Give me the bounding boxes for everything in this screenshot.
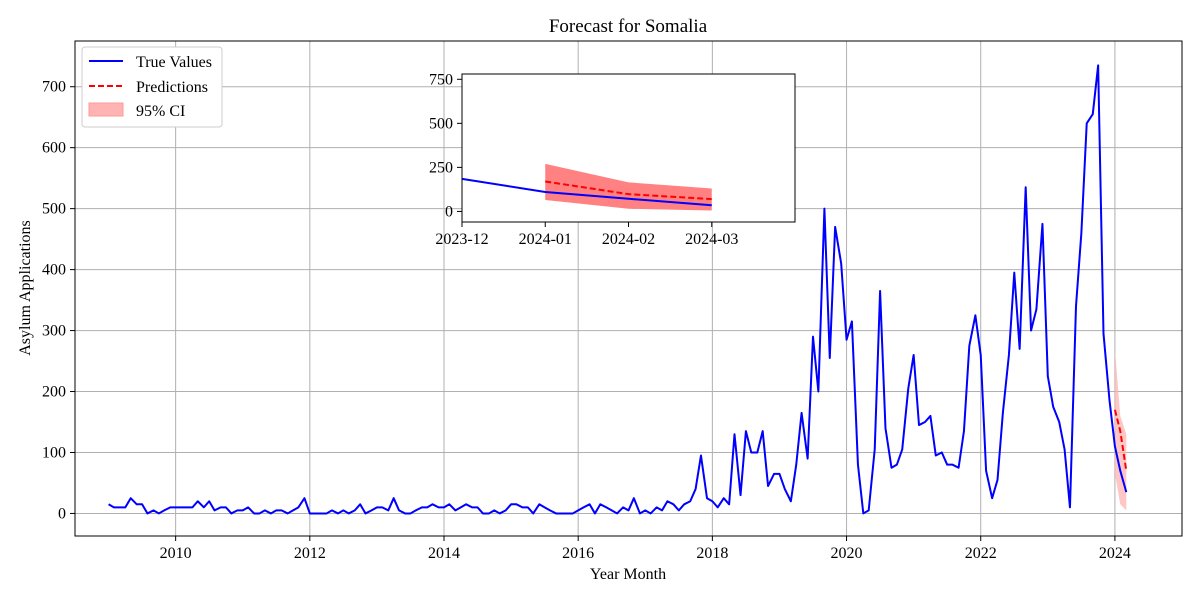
y-tick-label: 500 xyxy=(42,201,66,218)
x-tick-label: 2020 xyxy=(831,545,863,562)
true-values-line xyxy=(108,64,1128,515)
inset-y-tick-label: 500 xyxy=(429,115,453,132)
predictions-line xyxy=(1113,409,1128,471)
y-tick-label: 200 xyxy=(42,384,66,401)
inset-true-values-line xyxy=(461,177,712,207)
x-tick-label: 2022 xyxy=(965,545,997,562)
x-tick-label: 2014 xyxy=(428,545,460,562)
inset-x-tick-label: 2023-12 xyxy=(435,231,488,248)
inset-y-tick-label: 750 xyxy=(429,71,453,88)
x-tick-label: 2018 xyxy=(696,545,728,562)
y-tick-label: 100 xyxy=(42,444,66,461)
y-tick-label: 700 xyxy=(42,79,66,96)
legend-predictions-label: Predictions xyxy=(136,79,208,96)
inset-x-tick-label: 2024-01 xyxy=(519,231,572,248)
y-tick-label: 400 xyxy=(42,262,66,279)
x-tick-label: 2024 xyxy=(1099,545,1131,562)
inset-y-tick-label: 250 xyxy=(429,159,453,176)
main-plot-frame xyxy=(74,40,1183,537)
inset-x-tick-label: 2024-03 xyxy=(685,231,738,248)
inset-frame xyxy=(461,73,796,223)
x-tick-label: 2010 xyxy=(160,545,192,562)
inset-ci-band xyxy=(545,163,712,211)
x-tick-label: 2016 xyxy=(562,545,594,562)
legend-true-values-label: True Values xyxy=(136,54,212,71)
inset-plot-area: 2023-12 2024-01 2024-02 2024-03 0 250 500 750 xyxy=(429,71,796,248)
inset-x-tick-label: 2024-02 xyxy=(602,231,655,248)
x-axis-label: Year Month xyxy=(590,566,666,583)
y-tick-label: 0 xyxy=(58,505,66,522)
y-axis-label: Asylum Applications xyxy=(17,220,34,356)
inset-predictions-line xyxy=(545,180,712,201)
chart-title: Forecast for Somalia xyxy=(549,16,708,37)
legend-ci-label: 95% CI xyxy=(136,103,185,120)
inset-y-tick-label: 0 xyxy=(445,203,453,220)
y-tick-label: 600 xyxy=(42,140,66,157)
x-tick-label: 2012 xyxy=(294,545,326,562)
y-tick-label: 300 xyxy=(42,323,66,340)
legend-ci-swatch xyxy=(88,102,124,117)
legend: True Values Predictions 95% CI xyxy=(81,46,223,128)
